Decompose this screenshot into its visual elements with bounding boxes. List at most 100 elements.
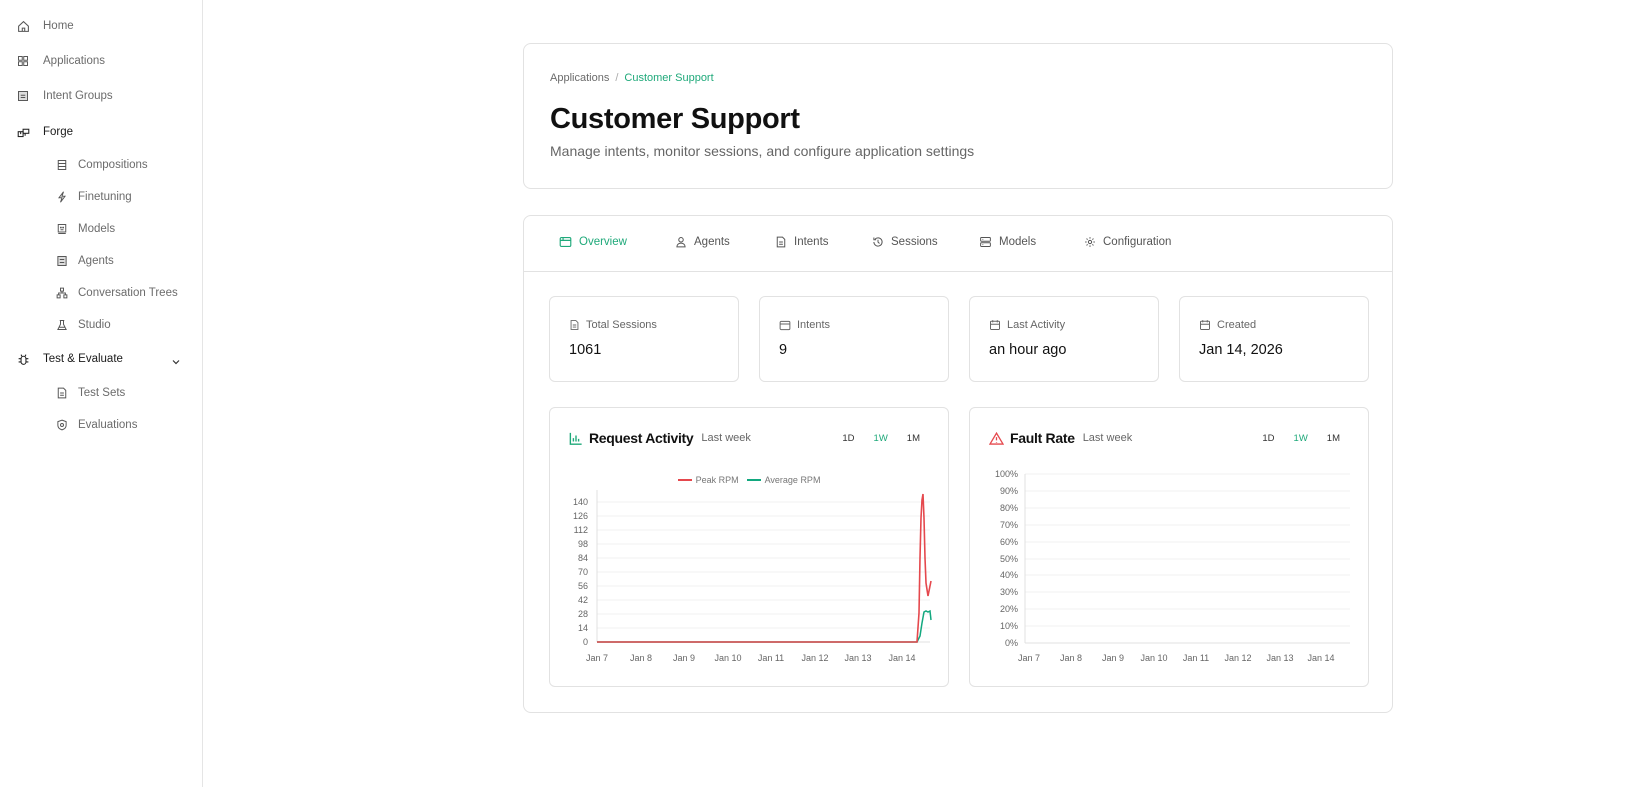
tab-label: Sessions (891, 236, 938, 248)
stat-value: an hour ago (989, 342, 1067, 358)
sidebar: Home Applications Intent Groups Forge Co… (0, 0, 203, 787)
sidebar-item-applications[interactable]: Applications (16, 54, 105, 68)
chart-legend: Peak RPM Average RPM (550, 475, 948, 485)
stat-value: Jan 14, 2026 (1199, 342, 1283, 358)
main-panel: Overview Agents Intents Sessions Models … (523, 215, 1393, 713)
user-icon (676, 237, 686, 248)
chart-title: Fault Rate (1010, 430, 1075, 446)
stat-label: Intents (797, 319, 831, 331)
tab-agents[interactable]: Agents (675, 236, 730, 248)
request-activity-chart-card: Request Activity Last week 1D 1W 1M Peak… (549, 407, 949, 687)
sidebar-item-agents[interactable]: Agents (55, 254, 114, 268)
compositions-icon (55, 158, 69, 172)
forge-icon (16, 125, 30, 139)
svg-text:80%: 80% (1000, 503, 1018, 513)
bug-icon (16, 352, 30, 366)
grid-icon (16, 54, 30, 68)
gear-icon (1085, 237, 1095, 247)
legend-item-average[interactable]: Average RPM (746, 475, 820, 485)
breadcrumb-applications-link[interactable]: Applications (550, 72, 610, 84)
range-1d-button[interactable]: 1D (1262, 433, 1275, 444)
svg-text:Jan 7: Jan 7 (586, 653, 608, 663)
sidebar-item-label: Conversation Trees (78, 287, 178, 299)
svg-text:56: 56 (578, 581, 588, 591)
sidebar-item-test-sets[interactable]: Test Sets (55, 386, 125, 400)
sidebar-item-label: Test Sets (78, 387, 126, 399)
sidebar-item-label: Forge (43, 126, 74, 138)
sidebar-item-conversation-trees[interactable]: Conversation Trees (55, 286, 178, 300)
tab-models[interactable]: Models (979, 236, 1036, 248)
sidebar-item-finetuning[interactable]: Finetuning (55, 190, 132, 204)
svg-text:Jan 8: Jan 8 (630, 653, 652, 663)
tree-icon (55, 286, 69, 300)
svg-text:126: 126 (573, 511, 588, 521)
sidebar-item-label: Finetuning (78, 191, 132, 203)
sidebar-item-models[interactable]: Models (55, 222, 115, 236)
sidebar-item-label: Models (78, 223, 116, 235)
tab-configuration[interactable]: Configuration (1084, 236, 1171, 248)
sidebar-item-label: Agents (78, 255, 114, 267)
svg-text:Jan 13: Jan 13 (1266, 653, 1293, 663)
sidebar-item-home[interactable]: Home (16, 19, 74, 33)
stat-card-intents: Intents 9 (759, 296, 949, 382)
tab-label: Agents (694, 236, 730, 248)
range-1m-button[interactable]: 1M (1326, 433, 1340, 444)
svg-text:Jan 8: Jan 8 (1060, 653, 1082, 663)
sidebar-item-studio[interactable]: Studio (55, 318, 111, 332)
tab-intents[interactable]: Intents (775, 236, 829, 248)
sidebar-item-compositions[interactable]: Compositions (55, 158, 148, 172)
svg-text:42: 42 (578, 595, 588, 605)
svg-text:140: 140 (573, 497, 588, 507)
svg-text:28: 28 (578, 609, 588, 619)
stat-card-created: Created Jan 14, 2026 (1179, 296, 1369, 382)
breadcrumb: Applications / Customer Support (550, 72, 714, 84)
tab-label: Overview (579, 236, 627, 248)
sidebar-item-forge[interactable]: Forge (16, 125, 73, 139)
svg-text:40%: 40% (1000, 570, 1018, 580)
svg-text:90%: 90% (1000, 486, 1018, 496)
window-icon (779, 320, 791, 330)
svg-text:Jan 13: Jan 13 (844, 653, 871, 663)
svg-text:0: 0 (583, 637, 588, 647)
svg-text:20%: 20% (1000, 604, 1018, 614)
stat-label: Created (1217, 319, 1257, 331)
sidebar-item-intent-groups[interactable]: Intent Groups (16, 89, 113, 103)
svg-text:60%: 60% (1000, 537, 1018, 547)
bar-chart-icon (569, 432, 582, 445)
request-activity-plot: 0 14 28 42 56 70 84 98 112 126 140 Jan 7… (573, 490, 932, 663)
fault-rate-chart-card: Fault Rate Last week 1D 1W 1M (969, 407, 1369, 687)
page-title: Customer Support (550, 103, 800, 135)
svg-text:Jan 10: Jan 10 (1140, 653, 1167, 663)
svg-text:50%: 50% (1000, 554, 1018, 564)
legend-item-peak[interactable]: Peak RPM (677, 475, 739, 485)
chevron-down-icon[interactable] (171, 354, 181, 372)
history-icon (873, 237, 883, 247)
tab-label: Models (999, 236, 1037, 248)
svg-text:0%: 0% (1005, 638, 1018, 648)
svg-text:Jan 12: Jan 12 (801, 653, 828, 663)
svg-text:98: 98 (578, 539, 588, 549)
window-icon (559, 236, 572, 248)
document-icon (776, 236, 786, 248)
sidebar-item-label: Studio (78, 319, 111, 331)
range-selector: 1D 1W 1M (1262, 433, 1340, 444)
page-header: Applications / Customer Support Customer… (523, 43, 1393, 189)
svg-text:112: 112 (574, 525, 588, 535)
tab-label: Intents (794, 236, 829, 248)
svg-text:100%: 100% (995, 469, 1018, 479)
range-1w-button[interactable]: 1W (873, 433, 888, 444)
svg-text:30%: 30% (1000, 587, 1018, 597)
sidebar-item-evaluations[interactable]: Evaluations (55, 418, 137, 432)
sidebar-item-label: Compositions (78, 159, 148, 171)
range-1d-button[interactable]: 1D (842, 433, 855, 444)
model-icon (55, 222, 69, 236)
svg-text:70%: 70% (1000, 520, 1018, 530)
sidebar-item-label: Applications (43, 55, 106, 67)
range-1w-button[interactable]: 1W (1293, 433, 1308, 444)
tab-sessions[interactable]: Sessions (872, 236, 938, 248)
range-1m-button[interactable]: 1M (906, 433, 920, 444)
sidebar-item-test-evaluate[interactable]: Test & Evaluate (16, 352, 123, 366)
tab-overview[interactable]: Overview (559, 236, 627, 248)
breadcrumb-separator: / (615, 72, 619, 84)
sidebar-item-label: Evaluations (78, 419, 138, 431)
